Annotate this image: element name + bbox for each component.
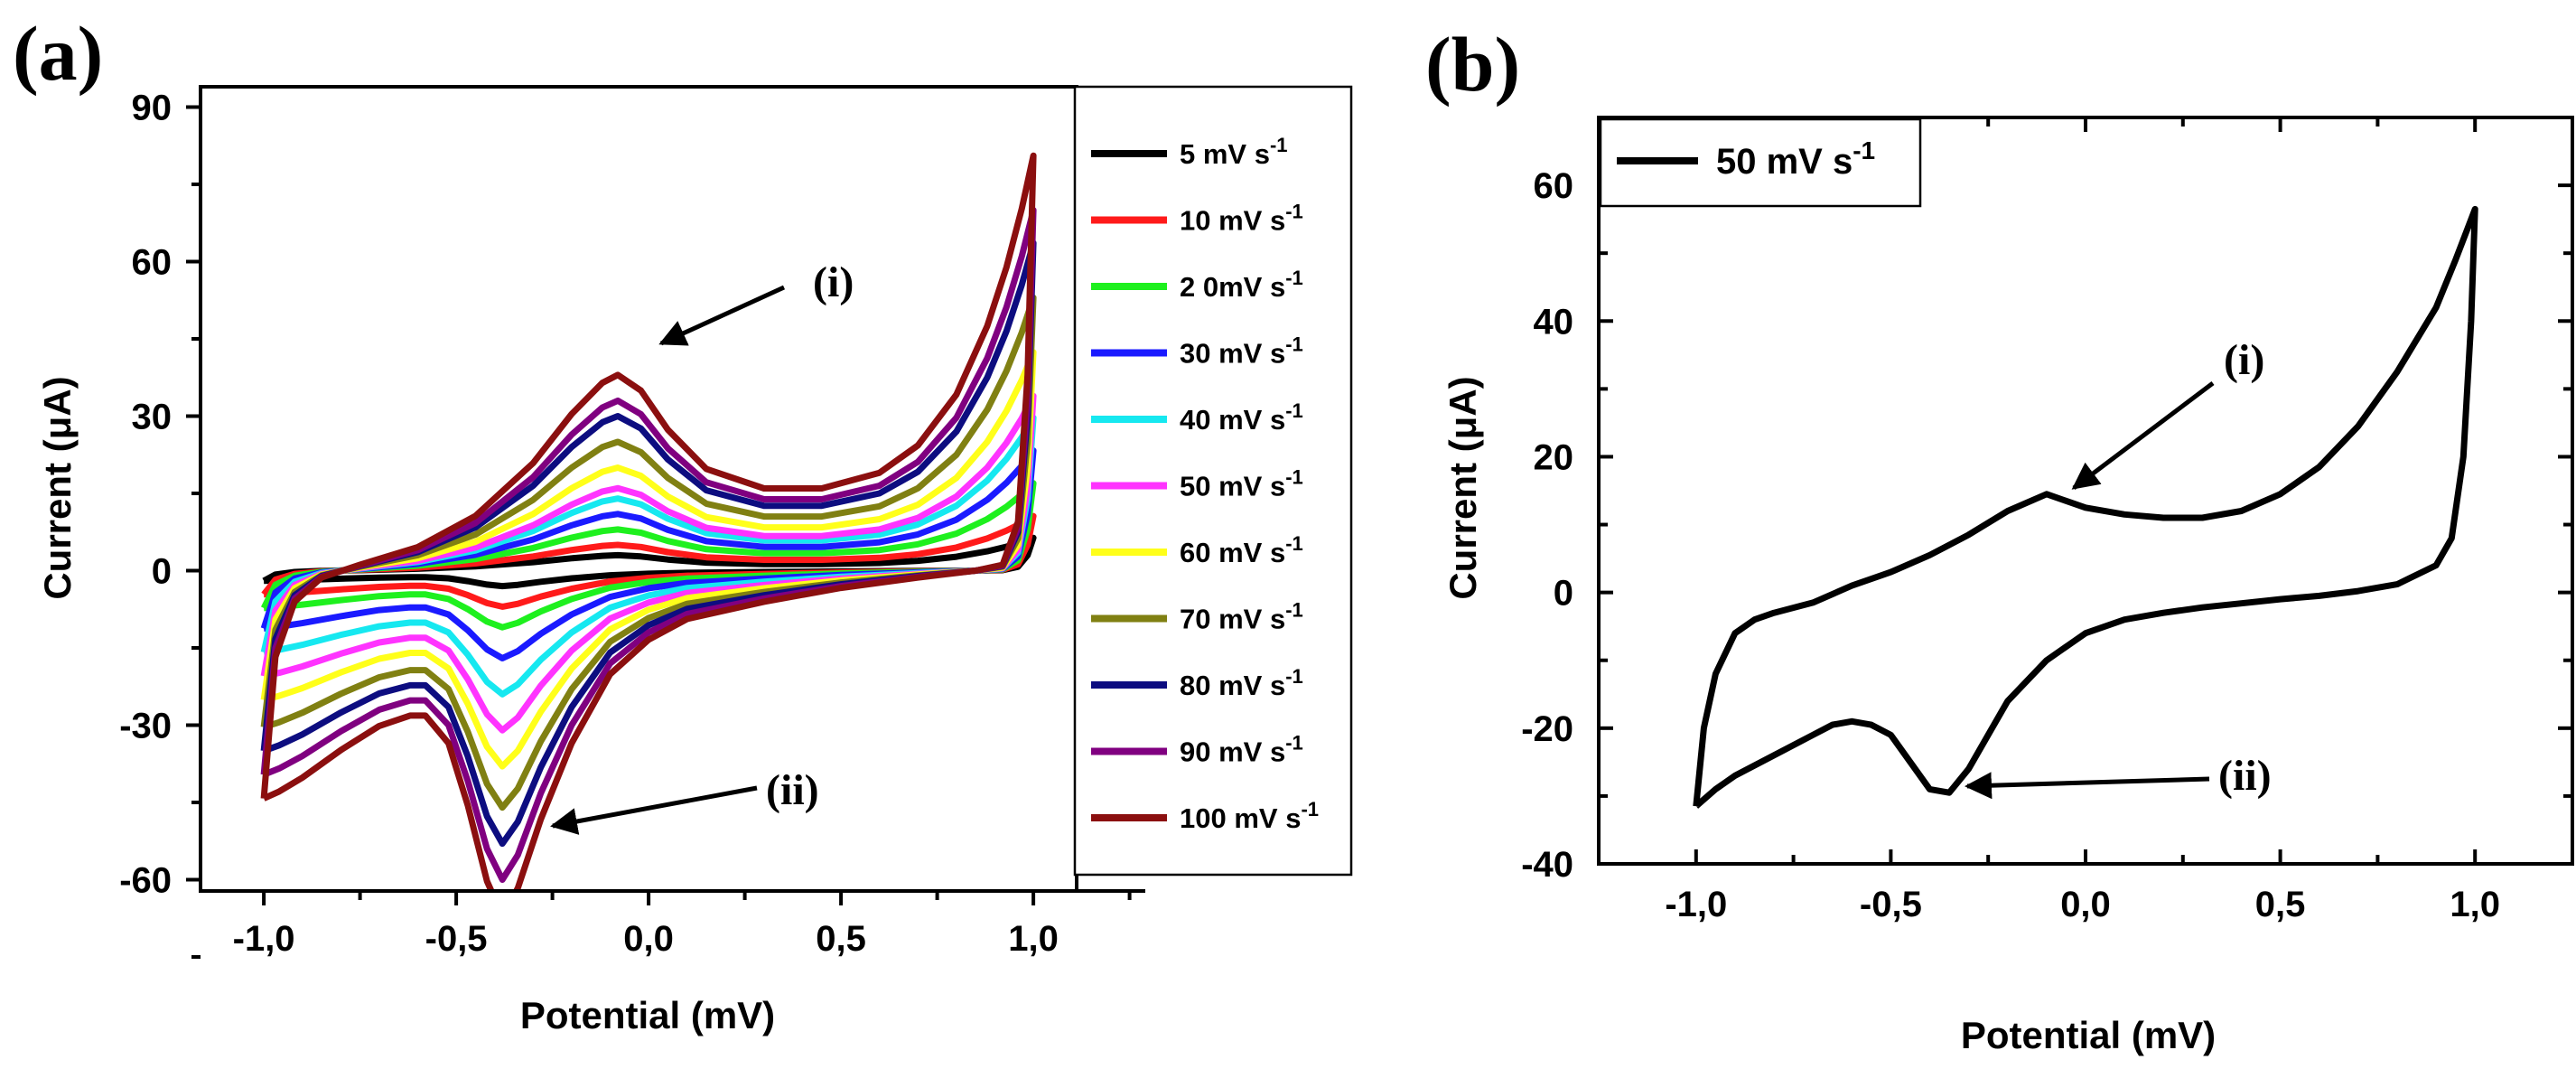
x-tick-label-b: 0,0 bbox=[2060, 885, 2111, 924]
y-tick-label-a: 30 bbox=[132, 398, 173, 437]
cv-series-a-11 bbox=[260, 152, 1037, 891]
x-tick-label-b: -0,5 bbox=[1860, 885, 1922, 924]
legend-label-a-7: 60 mV s-1 bbox=[1180, 532, 1303, 568]
x-tick-label-a: 1,0 bbox=[1008, 919, 1059, 959]
y-axis-title-b: Current (μA) bbox=[1442, 376, 1484, 599]
chart-panel-b: -1,0 -0,5 0,0 0,5 1,0 -40 -20 0 20 40 60 Potentia… bbox=[1442, 116, 2574, 1056]
series-group-b bbox=[1693, 205, 2478, 809]
y-ticks-b: -40 -20 0 20 40 60 bbox=[1521, 166, 2572, 885]
legend-entries-a: 5 mV s-1 10 mV s-1 2 0mV s-1 30 mV s-1 40 mV… bbox=[1091, 134, 1319, 834]
legend-label-a-9: 80 mV s-1 bbox=[1180, 665, 1303, 701]
x-tick-label-a: 0,5 bbox=[816, 919, 866, 959]
y-tick-label-a: 0 bbox=[152, 552, 172, 592]
legend-label-a-5: 40 mV s-1 bbox=[1180, 399, 1303, 436]
panel-a-label: (a) bbox=[13, 10, 103, 97]
series-group-a bbox=[260, 152, 1037, 891]
cv-series-b bbox=[1693, 205, 2478, 809]
y-tick-label-b: 60 bbox=[1534, 166, 1574, 206]
annotations-b: (i) (ii) bbox=[1965, 336, 2272, 800]
y-tick-label-a: 60 bbox=[132, 243, 173, 283]
x-axis-title-a: Potential (mV) bbox=[520, 994, 775, 1036]
legend-label-a-4: 30 mV s-1 bbox=[1180, 333, 1303, 370]
annotation-i-a: (i) bbox=[813, 258, 854, 306]
x-ticks-a: -1,0 -0,5 0,0 0,5 1,0 bbox=[233, 891, 1132, 959]
legend-label-a-10: 90 mV s-1 bbox=[1180, 732, 1303, 768]
y-tick-label-b: 0 bbox=[1554, 574, 1573, 614]
annotation-arrow-ii-b bbox=[1965, 772, 2210, 800]
x-tick-label-a: -1,0 bbox=[233, 919, 295, 959]
y-tick-label-a: -30 bbox=[119, 707, 172, 746]
cv-series-a-2 bbox=[261, 512, 1037, 610]
x-tick-label-b: -1,0 bbox=[1665, 885, 1727, 924]
y-ticks-a: -60 -30 0 30 60 90 bbox=[119, 89, 201, 959]
annotation-i-b: (i) bbox=[2224, 336, 2264, 384]
cv-series-a-3 bbox=[260, 480, 1037, 631]
y-tick-label-a: -60 bbox=[119, 861, 172, 901]
legend-label-b: 50 mV s-1 bbox=[1716, 136, 1875, 182]
cv-series-a-1 bbox=[262, 534, 1037, 590]
chart-panel-a: -1,0 -0,5 0,0 0,5 1,0 -60 -30 0 30 60 90 Potentia… bbox=[36, 85, 1353, 1036]
annotations-a: (i) (ii) bbox=[550, 258, 854, 835]
y-axis-title-a: Current (μA) bbox=[36, 376, 79, 599]
annotation-ii-b: (ii) bbox=[2218, 752, 2272, 800]
x-tick-label-b: 1,0 bbox=[2450, 885, 2500, 924]
y-tick-label-b: 20 bbox=[1534, 437, 1574, 477]
y-tick-label-b: 40 bbox=[1534, 302, 1574, 342]
x-tick-label-a: 0,0 bbox=[623, 919, 674, 959]
legend-label-a-11: 100 mV s-1 bbox=[1180, 798, 1319, 834]
legend-label-a-2: 10 mV s-1 bbox=[1180, 201, 1303, 237]
annotation-arrow-i-b bbox=[2071, 381, 2215, 490]
y-tick-label-b: -20 bbox=[1521, 709, 1573, 749]
y-tick-label-a: 90 bbox=[132, 89, 173, 128]
x-tick-label-a: -0,5 bbox=[425, 919, 488, 959]
annotation-ii-a: (ii) bbox=[766, 766, 819, 814]
annotation-arrow-i-a bbox=[658, 285, 786, 346]
legend-label-a-3: 2 0mV s-1 bbox=[1180, 267, 1303, 303]
x-tick-label-b: 0,5 bbox=[2255, 885, 2306, 924]
x-ticks-b: -1,0 -0,5 0,0 0,5 1,0 bbox=[1665, 117, 2500, 924]
plot-area-b bbox=[1597, 116, 2574, 866]
y-tick-label-b: -40 bbox=[1521, 845, 1573, 885]
x-axis-title-b: Potential (mV) bbox=[1961, 1014, 2216, 1056]
legend-label-a-8: 70 mV s-1 bbox=[1180, 599, 1303, 635]
legend-label-a-1: 5 mV s-1 bbox=[1180, 134, 1288, 170]
panel-b-label: (b) bbox=[1425, 21, 1520, 108]
annotation-arrow-ii-a bbox=[550, 785, 758, 835]
legend-label-a-6: 50 mV s-1 bbox=[1180, 466, 1303, 502]
